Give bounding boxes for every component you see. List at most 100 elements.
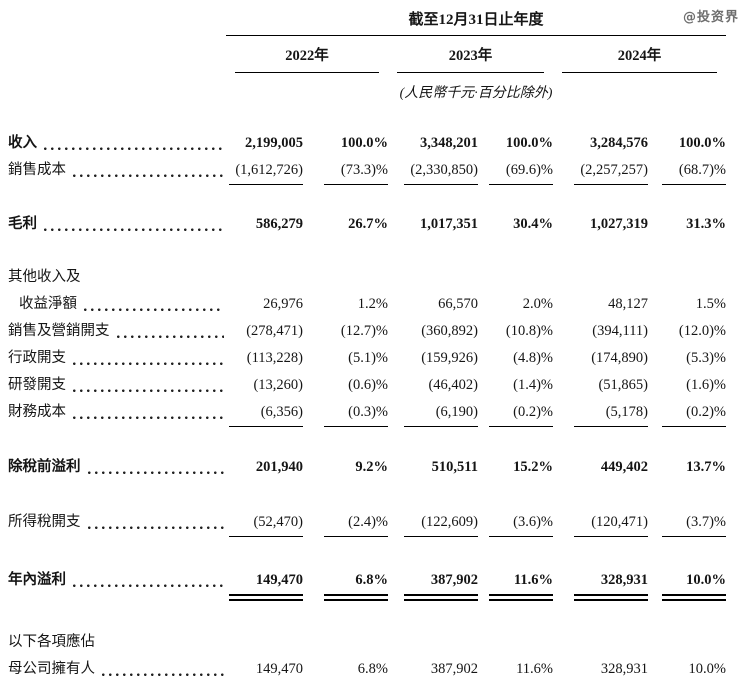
pct-cell: (10.8)% <box>505 323 553 339</box>
value-cell: 449,402 <box>600 459 648 475</box>
leader-dots <box>73 174 224 178</box>
row-label: 銷售成本 <box>8 157 226 184</box>
leader-dots <box>73 389 224 393</box>
value-cell: (52,470) <box>226 514 303 537</box>
table-row-gross-profit: 毛利 586,279 26.7% 1,017,351 30.4% 1,027,3… <box>8 211 726 238</box>
value-cell: 48,127 <box>608 296 648 312</box>
pct-cell: (1.6)% <box>686 377 726 393</box>
pct-cell: (5.1)% <box>348 350 388 366</box>
pct-cell: 26.7% <box>348 216 388 232</box>
value-cell: (5,178) <box>553 404 648 427</box>
table-row-rd-expenses: 研發開支 (13,260) (0.6)% (46,402) (1.4)% (51… <box>8 372 726 399</box>
pct-cell: 1.2% <box>357 296 388 312</box>
period-header: 截至12月31日止年度 <box>226 8 726 36</box>
value-cell: 328,931 <box>553 572 648 601</box>
row-label: 財務成本 <box>8 399 226 426</box>
leader-dots <box>84 308 224 312</box>
leader-dots <box>73 584 224 588</box>
watermark-logo: @投资界 <box>682 10 739 25</box>
table-row-cost-of-sales: 銷售成本 (1,612,726) (73.3)% (2,330,850) (69… <box>8 157 726 185</box>
table-row-profit-before-tax: 除稅前溢利 201,940 9.2% 510,511 15.2% 449,402… <box>8 454 726 481</box>
pct-cell: (68.7)% <box>648 162 726 185</box>
pct-cell: (3.6)% <box>478 514 553 537</box>
pct-cell: 1.5% <box>695 296 726 312</box>
table-row-owners-of-parent: 母公司擁有人 149,470 6.8% 387,902 11.6% 328,93… <box>8 656 726 683</box>
value-cell: 3,348,201 <box>420 135 478 151</box>
value-cell: (120,471) <box>553 514 648 537</box>
value-cell: 2,199,005 <box>245 135 303 151</box>
pct-cell: 10.0% <box>688 661 726 677</box>
pct-cell: 100.0% <box>505 135 553 151</box>
year-header-2023: 2023年 <box>397 36 544 73</box>
pct-cell: (4.8)% <box>513 350 553 366</box>
row-label: 除稅前溢利 <box>8 454 226 481</box>
value-cell: 26,976 <box>263 296 303 312</box>
value-cell: (174,890) <box>591 350 648 366</box>
pct-cell: 10.0% <box>648 572 726 601</box>
pct-cell: (12.7)% <box>340 323 388 339</box>
pct-cell: (0.3)% <box>303 404 388 427</box>
pct-cell: 15.2% <box>513 459 553 475</box>
value-cell: 387,902 <box>430 661 478 677</box>
value-cell: 328,931 <box>600 661 648 677</box>
row-label: 其他收入及 <box>8 269 81 285</box>
row-label: 毛利 <box>8 211 226 238</box>
leader-dots <box>87 471 224 475</box>
row-label: 研發開支 <box>8 372 226 399</box>
year-header-row: 2022年 2023年 2024年 <box>8 36 726 73</box>
pct-cell: 100.0% <box>678 135 726 151</box>
table-row-attributable-to: 以下各項應佔 <box>8 629 726 656</box>
leader-dots <box>102 673 224 677</box>
year-header-2022: 2022年 <box>235 36 379 73</box>
value-cell: (1,612,726) <box>226 162 303 185</box>
pct-cell: (0.2)% <box>478 404 553 427</box>
table-row-income-tax: 所得稅開支 (52,470) (2.4)% (122,609) (3.6)% (… <box>8 509 726 537</box>
pct-cell: 30.4% <box>513 216 553 232</box>
table-row-profit-for-year: 年內溢利 149,470 6.8% 387,902 11.6% 328,931 … <box>8 567 726 601</box>
pct-cell: 100.0% <box>340 135 388 151</box>
value-cell: (2,257,257) <box>553 162 648 185</box>
row-label: 母公司擁有人 <box>8 656 226 683</box>
year-header-spacer <box>8 36 226 73</box>
table-row-admin-expenses: 行政開支 (113,228) (5.1)% (159,926) (4.8)% (… <box>8 345 726 372</box>
value-cell: 201,940 <box>255 459 303 475</box>
value-cell: (6,356) <box>226 404 303 427</box>
value-cell: (2,330,850) <box>388 162 478 185</box>
pct-cell: (5.3)% <box>686 350 726 366</box>
row-label: 行政開支 <box>8 345 226 372</box>
pct-cell: 11.6% <box>478 572 553 601</box>
pct-cell: (69.6)% <box>478 162 553 185</box>
pct-cell: (1.4)% <box>513 377 553 393</box>
income-statement-table: 截至12月31日止年度 2022年 2023年 2024年 (人民幣千元·百分比… <box>8 8 726 683</box>
value-cell: (159,926) <box>421 350 478 366</box>
table-row-selling-expenses: 銷售及營銷開支 (278,471) (12.7)% (360,892) (10.… <box>8 318 726 345</box>
year-header-2024: 2024年 <box>562 36 717 73</box>
leader-dots <box>87 526 224 530</box>
pct-cell: 6.8% <box>303 572 388 601</box>
table-row-finance-costs: 財務成本 (6,356) (0.3)% (6,190) (0.2)% (5,17… <box>8 399 726 427</box>
value-cell: 66,570 <box>438 296 478 312</box>
value-cell: (6,190) <box>388 404 478 427</box>
value-cell: 387,902 <box>388 572 478 601</box>
pct-cell: 31.3% <box>686 216 726 232</box>
pct-cell: (0.6)% <box>348 377 388 393</box>
pct-cell: (2.4)% <box>303 514 388 537</box>
value-cell: (394,111) <box>592 323 648 339</box>
value-cell: 1,017,351 <box>420 216 478 232</box>
value-cell: 510,511 <box>431 459 478 475</box>
row-label: 年內溢利 <box>8 567 226 594</box>
pct-cell: (73.3)% <box>303 162 388 185</box>
table-row-other-income-line1: 其他收入及 <box>8 264 726 291</box>
leader-dots <box>73 362 224 366</box>
table-row-revenue: 收入 2,199,005 100.0% 3,348,201 100.0% 3,2… <box>8 130 726 157</box>
value-cell: (278,471) <box>246 323 303 339</box>
value-cell: (46,402) <box>428 377 478 393</box>
value-cell: (360,892) <box>421 323 478 339</box>
value-cell: (51,865) <box>598 377 648 393</box>
leader-dots <box>73 416 224 420</box>
value-cell: 586,279 <box>255 216 303 232</box>
pct-cell: (3.7)% <box>648 514 726 537</box>
leader-dots <box>116 335 224 339</box>
row-label: 收入 <box>8 130 226 157</box>
